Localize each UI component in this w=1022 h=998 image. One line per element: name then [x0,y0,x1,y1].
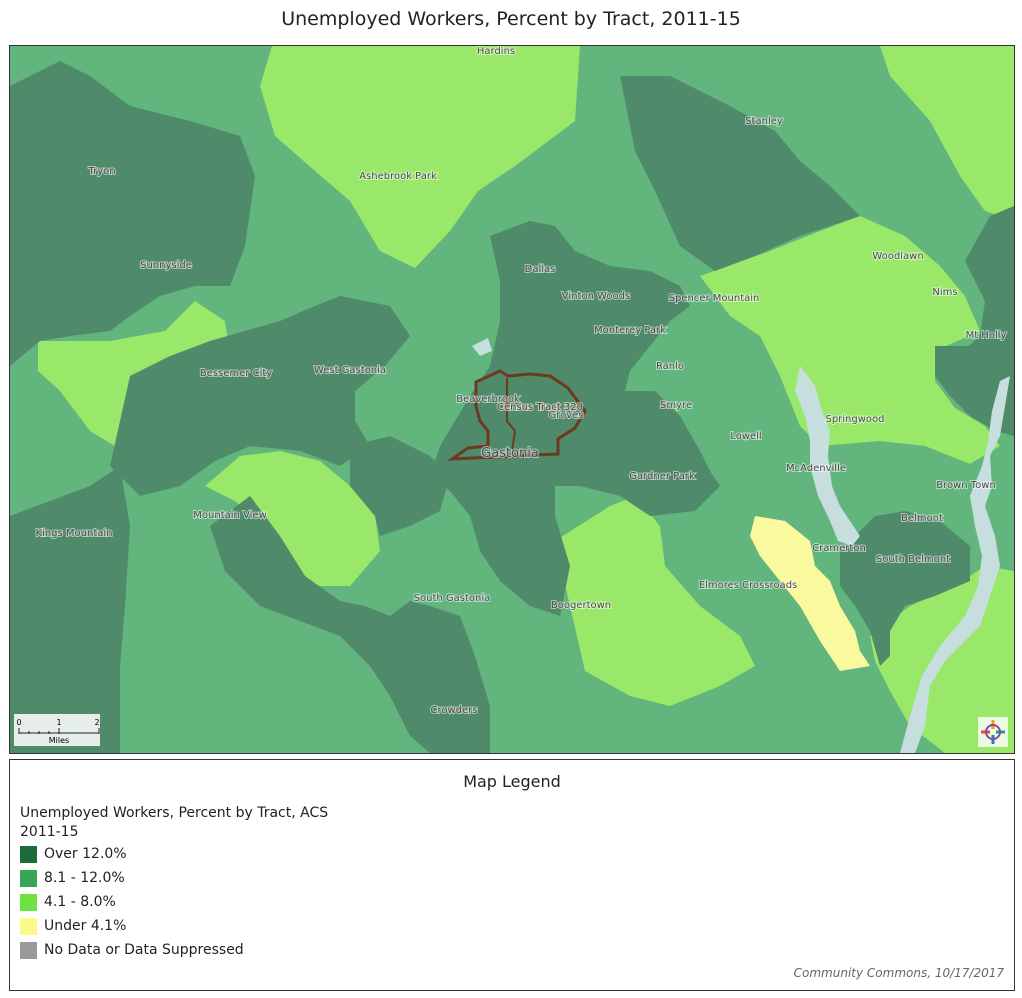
place-label: Vinton Woods [562,291,630,302]
place-label: McAdenville [786,463,846,474]
place-label: Springwood [825,414,884,425]
scale-tick: 1 [56,718,61,727]
place-label: Cramerton [812,543,866,554]
map-credit: Community Commons, 10/17/2017 [793,966,1004,980]
tract-region [955,206,1014,386]
tract-region [38,301,230,446]
place-label: Kings Mountain [36,528,113,539]
map-title: Unemployed Workers, Percent by Tract, 20… [281,8,741,30]
legend-subtitle: Unemployed Workers, Percent by Tract, AC… [20,805,329,840]
scale-bar: 0 1 2 Miles [14,714,100,746]
legend-label: 4.1 - 8.0% [44,894,116,910]
place-label: Gastonia [481,446,539,461]
tract-region [555,496,755,706]
place-label: Woodlawn [872,251,923,262]
legend-swatch [20,917,37,935]
place-label: Ashebrook Park [359,171,437,182]
tract-region [10,466,130,753]
tract-region [205,451,380,586]
map-canvas: Hardins Stanley Tryon Ashebrook Park Sun… [10,46,1014,753]
tract-region [10,61,255,366]
map-legend: Map Legend Unemployed Workers, Percent b… [9,759,1015,991]
place-label: Hardins [477,46,515,57]
legend-label: 8.1 - 12.0% [44,870,125,886]
scale-tick: 0 [16,718,21,727]
tract-region [620,76,860,271]
scale-tick: 2 [94,718,99,727]
place-label: Lowell [730,431,761,442]
legend-swatch [20,941,37,959]
place-label: Gardner Park [629,471,695,482]
tract-region [750,516,870,671]
place-label: South Belmont [876,554,950,565]
place-label: Groves [548,410,583,421]
place-label: Spencer Mountain [669,293,760,304]
river [795,366,860,546]
scale-unit: Miles [49,736,69,745]
tract-region [110,296,410,496]
place-label: Brown Town [936,480,996,491]
highlighted-tract-outline[interactable] [446,369,587,461]
place-label: Elmores Crossroads [699,580,798,591]
legend-item: 8.1 - 12.0% [20,866,244,890]
place-label: Beaverbrook [456,394,520,405]
tract-region [260,46,580,268]
place-label: Tryon [87,166,115,177]
legend-list: Over 12.0% 8.1 - 12.0% 4.1 - 8.0% Under … [20,842,244,962]
highlighted-tract-divider [506,378,517,452]
place-label: Monterey Park [594,325,666,336]
tract-region [210,496,490,753]
place-label: Mountain View [193,510,267,521]
legend-heading: Map Legend [463,772,561,791]
place-label: Belmont [901,513,943,524]
tract-region [350,436,450,536]
legend-swatch [20,845,37,863]
place-label: South Gastonia [414,593,491,604]
legend-item: Over 12.0% [20,842,244,866]
highlighted-tract-label: Census Tract 320 [497,402,583,413]
scale-bar-graphic: 0 1 2 Miles [16,718,99,745]
lake [472,338,492,356]
legend-item: No Data or Data Suppressed [20,938,244,962]
place-label: Ranlo [656,361,684,372]
tract-region [880,46,1014,221]
place-label: Nims [932,287,957,298]
river [900,376,1010,753]
place-label: Dallas [525,264,556,275]
place-label: Boogertown [551,600,611,611]
place-labels: Hardins Stanley Tryon Ashebrook Park Sun… [35,46,1008,717]
legend-label: No Data or Data Suppressed [44,942,244,958]
place-label: Mt Holly [966,330,1007,341]
legend-item: 4.1 - 8.0% [20,890,244,914]
legend-swatch [20,893,37,911]
place-label: Sunnyside [140,260,192,271]
legend-label: Under 4.1% [44,918,127,934]
legend-swatch [20,869,37,887]
place-label: Smyre [660,400,692,411]
tract-region [700,216,1000,464]
place-label: Stanley [745,116,783,127]
choropleth-map[interactable]: Hardins Stanley Tryon Ashebrook Park Sun… [9,45,1015,754]
place-label: Crowders [431,705,478,716]
community-commons-logo-icon[interactable] [978,717,1008,747]
legend-item: Under 4.1% [20,914,244,938]
legend-label: Over 12.0% [44,846,127,862]
place-label: West Gastonia [314,365,386,376]
tract-region [840,511,970,666]
place-label: Bessemer City [200,368,272,379]
tract-region [430,221,720,616]
